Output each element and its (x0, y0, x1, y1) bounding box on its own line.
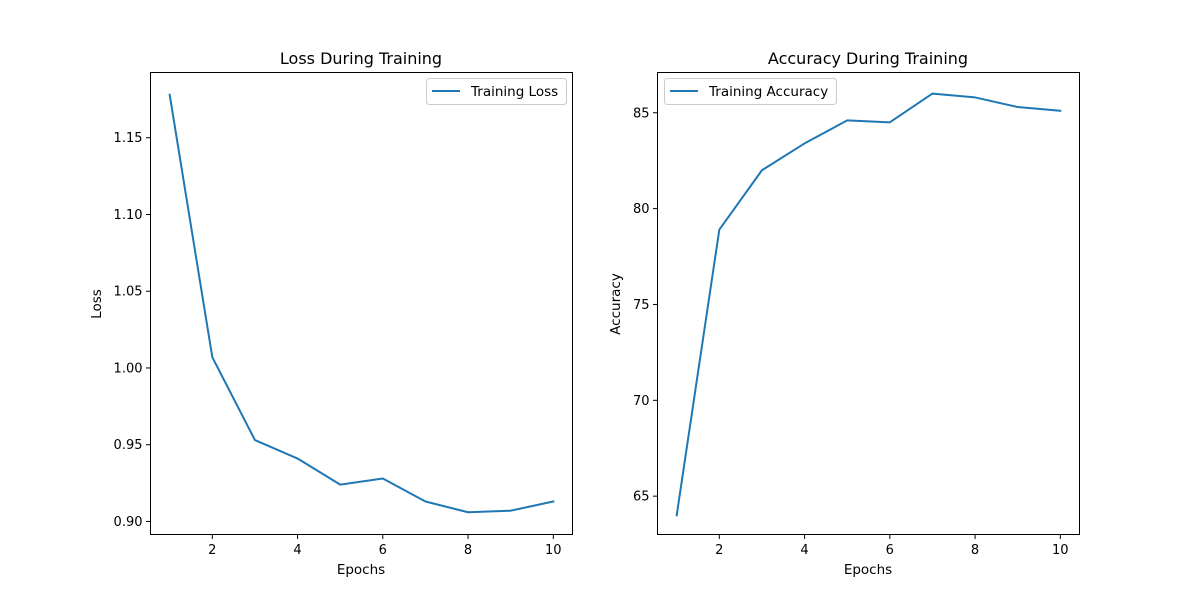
loss-x-tick-label: 4 (293, 543, 301, 558)
loss-x-tick-label: 6 (379, 543, 387, 558)
accuracy-x-tick-label: 4 (800, 543, 808, 558)
accuracy-x-tick-label: 8 (971, 543, 979, 558)
accuracy-axes-frame (657, 72, 1080, 535)
loss-x-axis-label: Epochs (337, 562, 385, 578)
loss-x-tick-label: 2 (208, 543, 216, 558)
accuracy-y-axis-label: Accuracy (608, 273, 624, 335)
loss-y-tick-label: 0.95 (114, 438, 143, 453)
loss-y-tick-label: 1.10 (114, 208, 143, 223)
accuracy-legend-label: Training Accuracy (708, 84, 828, 100)
loss-axes-frame (150, 72, 573, 535)
accuracy-series-line (675, 92, 1062, 517)
accuracy-chart-title: Accuracy During Training (768, 49, 968, 68)
accuracy-plot-layer: 2 4 6 8 10 65 70 75 80 85 (633, 92, 1069, 558)
loss-x-tick-label: 10 (545, 543, 562, 558)
loss-y-tick-label: 0.90 (114, 515, 143, 530)
accuracy-x-tick-label: 10 (1052, 543, 1069, 558)
loss-x-tick-label: 8 (464, 543, 472, 558)
accuracy-y-tick-label: 70 (633, 394, 650, 409)
loss-y-tick-label: 1.05 (114, 285, 143, 300)
loss-chart-title: Loss During Training (280, 49, 442, 68)
loss-series-line (168, 93, 555, 514)
loss-y-axis-label: Loss (89, 289, 105, 319)
accuracy-legend: Training Accuracy (664, 78, 837, 105)
accuracy-chart-panel: Accuracy During Training 2 4 6 8 10 65 70 75 80 8… (608, 49, 1080, 578)
loss-y-tick-label: 1.15 (114, 131, 143, 146)
accuracy-y-tick-label: 65 (633, 490, 650, 505)
loss-legend-label: Training Loss (470, 84, 558, 100)
accuracy-y-tick-label: 80 (633, 202, 650, 217)
accuracy-x-tick-label: 2 (715, 543, 723, 558)
loss-legend: Training Loss (426, 78, 567, 105)
accuracy-y-tick-label: 85 (633, 106, 650, 121)
loss-y-tick-label: 1.00 (114, 361, 143, 376)
accuracy-x-tick-label: 6 (886, 543, 894, 558)
loss-plot-layer: 2 4 6 8 10 0.90 0.95 1.00 1.05 1.10 1.15 (114, 93, 562, 558)
loss-chart-panel: Loss During Training 2 4 6 8 10 0.90 0.95 1.00 1… (89, 49, 573, 578)
accuracy-legend-box (664, 78, 837, 105)
accuracy-y-tick-label: 75 (633, 298, 650, 313)
loss-legend-box (426, 78, 567, 105)
accuracy-x-axis-label: Epochs (844, 562, 892, 578)
